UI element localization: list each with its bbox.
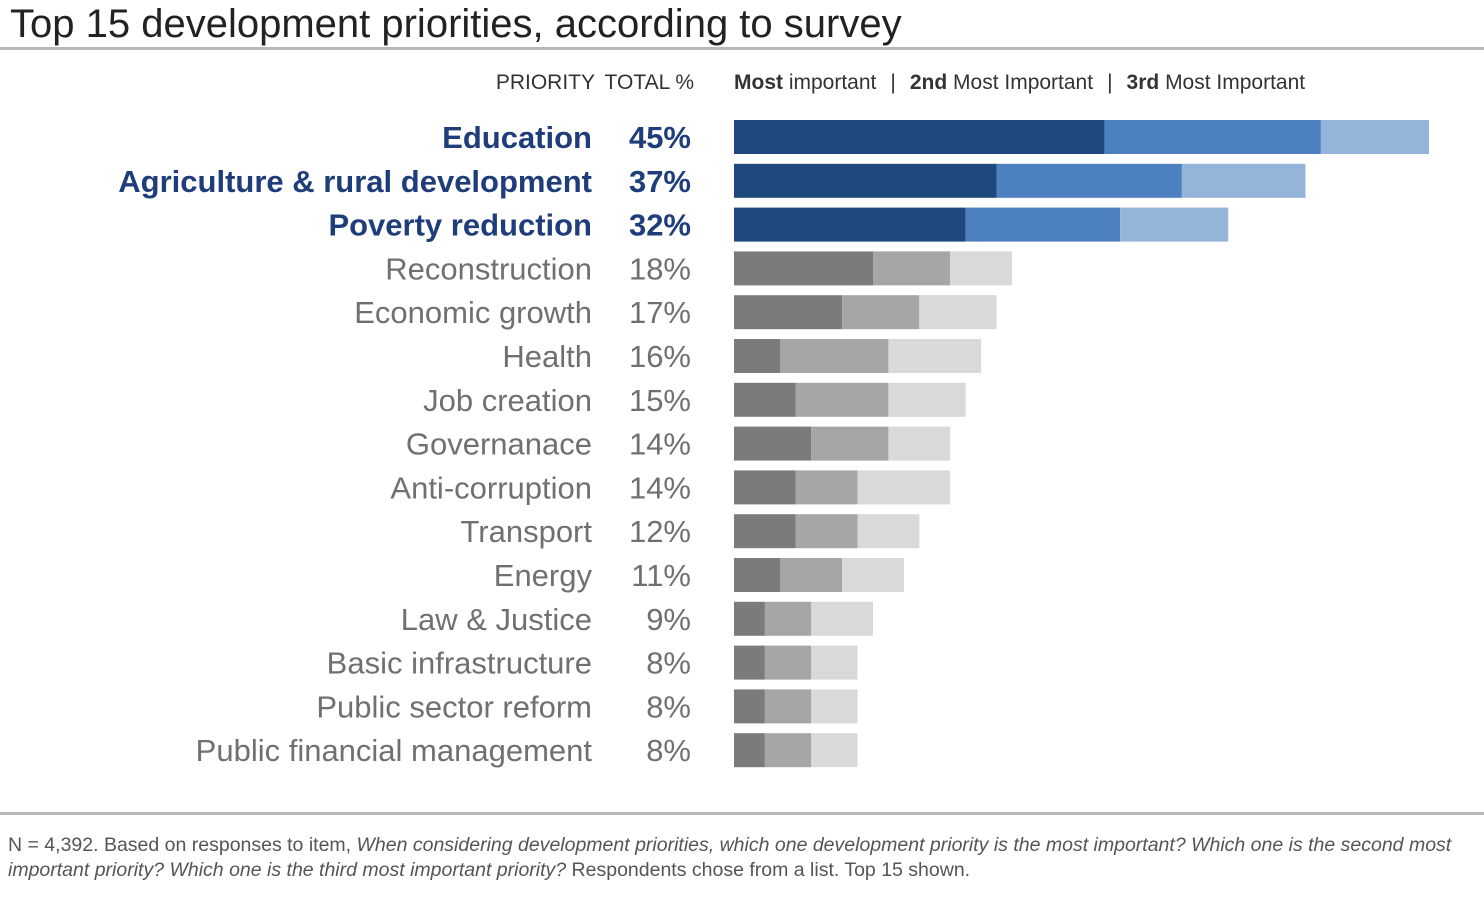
footnote: N = 4,392. Based on responses to item, W… <box>8 833 1468 883</box>
legend-second-bold: 2nd <box>910 71 947 94</box>
total-value-label: 14% <box>629 470 691 505</box>
category-label: Poverty reduction <box>328 208 592 243</box>
bar-segment-most-important <box>734 645 765 680</box>
legend-most-bold: Most <box>734 71 783 94</box>
category-label: Agriculture & rural development <box>118 164 592 199</box>
bar-segment-most-important <box>734 426 812 461</box>
category-label: Basic infrastructure <box>327 646 592 681</box>
category-label: Law & Justice <box>401 602 592 637</box>
bar-segment-third-most-important <box>811 733 858 768</box>
total-value-label: 9% <box>646 602 691 637</box>
footnote-suffix: Respondents chose from a list. Top 15 sh… <box>566 859 971 881</box>
total-value-label: 15% <box>629 383 691 418</box>
bar-segment-most-important <box>734 339 781 373</box>
bar-segment-most-important <box>734 163 997 198</box>
footnote-prefix: N = 4,392. Based on responses to item, <box>8 834 357 856</box>
bar-segment-third-most-important <box>857 470 951 505</box>
bar-segment-third-most-important <box>888 382 966 417</box>
bar-segment-most-important <box>734 251 873 286</box>
category-label: Energy <box>494 558 593 593</box>
priority-column-header: PRIORITY <box>496 71 595 94</box>
bar-segment-second-most-important <box>764 733 812 768</box>
category-label: Governanace <box>406 427 592 462</box>
bar-segment-most-important <box>734 689 765 724</box>
legend-separator-1: | <box>890 71 895 94</box>
bar-segment-most-important <box>734 514 796 549</box>
category-label: Transport <box>460 514 592 549</box>
category-label: Public sector reform <box>316 689 592 724</box>
total-value-label: 16% <box>629 339 691 374</box>
bar-segment-third-most-important <box>888 339 982 373</box>
chart-title: Top 15 development priorities, according… <box>10 2 902 46</box>
total-value-label: 12% <box>629 514 691 549</box>
category-label: Education <box>442 120 592 155</box>
bar-segment-second-most-important <box>873 251 951 286</box>
bar-segment-most-important <box>734 558 781 592</box>
bar-segment-second-most-important <box>965 207 1121 242</box>
bar-segment-second-most-important <box>811 426 889 461</box>
category-label: Health <box>502 339 592 374</box>
total-column-header: TOTAL % <box>605 71 694 94</box>
total-value-label: 32% <box>629 208 691 243</box>
total-value-label: 18% <box>629 251 691 286</box>
bar-segment-most-important <box>734 382 796 417</box>
bar-segment-second-most-important <box>780 339 889 373</box>
total-value-label: 45% <box>629 120 691 155</box>
bar-segment-most-important <box>734 207 966 242</box>
category-label: Reconstruction <box>385 251 592 286</box>
total-value-label: 37% <box>629 164 691 199</box>
total-value-label: 8% <box>646 646 691 681</box>
bar-segment-third-most-important <box>842 558 904 592</box>
total-value-label: 14% <box>629 427 691 462</box>
bar-rows: Education 45% Agriculture & rural developm… <box>118 120 1429 768</box>
footnote-divider <box>0 812 1484 815</box>
bar-segment-third-most-important <box>811 601 873 636</box>
bar-segment-third-most-important <box>1320 120 1429 154</box>
bar-segment-second-most-important <box>795 514 858 549</box>
bar-segment-most-important <box>734 733 765 768</box>
bar-segment-third-most-important <box>811 645 858 680</box>
bar-segment-most-important <box>734 470 796 505</box>
bar-segment-second-most-important <box>996 163 1182 198</box>
legend-third-bold: 3rd <box>1127 71 1160 94</box>
bar-segment-third-most-important <box>857 514 920 549</box>
bar-segment-second-most-important <box>764 645 812 680</box>
bar-segment-second-most-important <box>764 689 812 724</box>
legend-most-rest: important <box>783 71 877 94</box>
title-divider <box>0 47 1484 50</box>
category-label: Anti-corruption <box>390 470 592 505</box>
legend-separator-2: | <box>1107 71 1112 94</box>
category-label: Public financial management <box>196 733 593 768</box>
total-value-label: 8% <box>646 689 691 724</box>
bar-segment-second-most-important <box>795 470 858 505</box>
bar-segment-second-most-important <box>795 382 889 417</box>
bar-segment-most-important <box>734 295 843 330</box>
stacked-bar-chart: PRIORITY TOTAL % Most important | 2nd Most… <box>118 71 1429 768</box>
legend-second-rest: Most Important <box>947 71 1093 94</box>
bar-segment-second-most-important <box>1104 120 1321 154</box>
bar-segment-second-most-important <box>764 601 812 636</box>
bar-segment-most-important <box>734 120 1105 154</box>
bar-segment-third-most-important <box>811 689 858 724</box>
bar-segment-third-most-important <box>919 295 997 330</box>
category-label: Job creation <box>423 383 592 418</box>
bar-segment-third-most-important <box>950 251 1012 286</box>
bar-segment-most-important <box>734 601 765 636</box>
total-value-label: 11% <box>631 558 691 593</box>
bar-segment-third-most-important <box>888 426 951 461</box>
legend-third-rest: Most Important <box>1159 71 1305 94</box>
total-value-label: 17% <box>629 295 691 330</box>
legend: Most important | 2nd Most Important | 3rd Mo… <box>734 71 1305 94</box>
total-value-label: 8% <box>646 733 691 768</box>
category-label: Economic growth <box>354 295 592 330</box>
bar-segment-third-most-important <box>1181 163 1306 198</box>
bar-segment-second-most-important <box>780 558 843 592</box>
bar-segment-second-most-important <box>842 295 920 330</box>
bar-segment-third-most-important <box>1120 207 1229 242</box>
footnote-question: When considering development priorities,… <box>8 834 1452 881</box>
